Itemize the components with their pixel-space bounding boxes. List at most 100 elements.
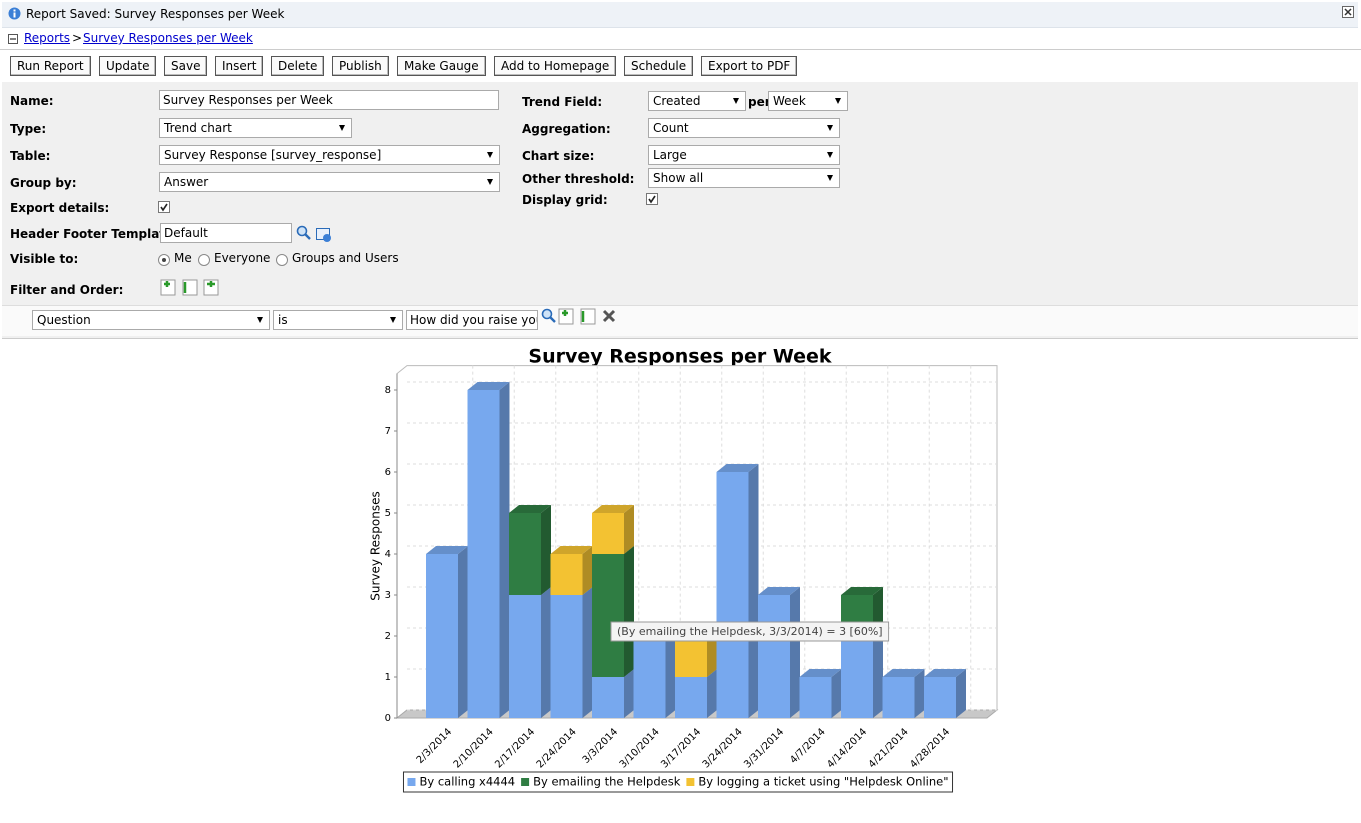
select[interactable]: Question: [32, 310, 270, 330]
bar-front: [841, 636, 873, 718]
filter-row-icons[interactable]: [540, 307, 620, 327]
radio-button[interactable]: [276, 254, 288, 266]
bar-front: [592, 677, 624, 718]
bar-top: [758, 587, 800, 595]
legend-swatch: [686, 778, 695, 786]
info-icon: [8, 7, 21, 20]
radio-label: Everyone: [214, 251, 271, 265]
bar-segment: [550, 587, 593, 718]
radio-button[interactable]: [198, 254, 210, 266]
select[interactable]: Trend chart: [159, 118, 352, 138]
bar-side: [541, 505, 551, 595]
y-tick-label: 2: [385, 631, 391, 642]
select[interactable]: Survey Response [survey_response]: [159, 145, 500, 165]
tooltip-text: (By emailing the Helpdesk, 3/3/2014) = 3…: [617, 625, 883, 638]
bar-side: [790, 587, 800, 718]
bar-segment: [716, 464, 759, 718]
field-label: Other threshold:: [522, 172, 635, 186]
toolbar-button[interactable]: Export to PDF: [701, 56, 798, 76]
bar-segment: [799, 669, 842, 718]
lookup-icons[interactable]: [296, 225, 336, 243]
legend-label: By emailing the Helpdesk: [533, 775, 681, 789]
bar-front: [924, 677, 956, 718]
toolbar-button[interactable]: Publish: [332, 56, 389, 76]
field-label: Export details:: [10, 201, 110, 215]
toolbar-button[interactable]: Make Gauge: [397, 56, 486, 76]
tooltip: (By emailing the Helpdesk, 3/3/2014) = 3…: [610, 621, 890, 642]
bar-top: [799, 669, 842, 677]
bar-front: [758, 595, 790, 718]
divider: [0, 49, 1361, 50]
bar-top: [882, 669, 925, 677]
field-label: Aggregation:: [522, 122, 611, 136]
bar-top: [426, 546, 468, 554]
select[interactable]: Created: [648, 91, 746, 111]
bar-side: [707, 669, 717, 718]
bar-front: [592, 513, 624, 554]
radio-button[interactable]: [158, 254, 170, 266]
legend: By calling x4444 By emailing the Helpdesk…: [402, 771, 954, 793]
filter-icons[interactable]: [160, 279, 220, 297]
legend-box: [402, 771, 954, 793]
select[interactable]: is: [273, 310, 403, 330]
select[interactable]: Count: [648, 118, 840, 138]
x-tick-label: 3/17/2014: [659, 726, 703, 770]
text-input[interactable]: Default: [160, 223, 292, 243]
checkbox[interactable]: [158, 201, 170, 213]
checkbox[interactable]: [646, 193, 658, 205]
x-tick-label: 4/28/2014: [908, 726, 952, 770]
field-label: Display grid:: [522, 193, 608, 207]
select[interactable]: Show all: [648, 168, 840, 188]
x-tick-label: 4/7/2014: [788, 726, 828, 766]
y-tick-label: 4: [385, 549, 391, 560]
text-input[interactable]: Survey Responses per Week: [159, 90, 499, 110]
bar-front: [675, 677, 707, 718]
bar-side: [624, 505, 634, 554]
toolbar-button[interactable]: Save: [164, 56, 208, 76]
toolbar-button[interactable]: Add to Homepage: [494, 56, 617, 76]
x-tick-label: 3/3/2014: [581, 726, 621, 766]
bar-side: [582, 587, 593, 718]
legend-label: By calling x4444: [419, 775, 515, 789]
bar-front: [716, 472, 749, 718]
bar-front: [675, 636, 707, 677]
notification-bar: Report Saved: Survey Responses per Week: [2, 2, 1358, 28]
toolbar-button[interactable]: Insert: [215, 56, 264, 76]
y-tick-label: 7: [385, 426, 391, 437]
collapse-icon[interactable]: [8, 34, 18, 44]
bar-side: [624, 546, 634, 677]
bar-top: [467, 382, 510, 390]
field-label: Visible to:: [10, 252, 79, 266]
bar-side: [873, 628, 883, 718]
toolbar-button[interactable]: Update: [99, 56, 157, 76]
bar-segment: [467, 382, 510, 718]
bar-front: [882, 677, 915, 718]
bar-front: [467, 390, 500, 718]
y-tick-label: 8: [385, 385, 391, 396]
select[interactable]: Week: [768, 91, 848, 111]
select[interactable]: Answer: [159, 172, 500, 192]
bar-front: [509, 595, 541, 718]
breadcrumb-link[interactable]: Reports: [24, 31, 71, 45]
y-axis-label: Survey Responses: [369, 491, 383, 600]
bar-segment: [509, 505, 551, 595]
bar-segment: [509, 587, 551, 718]
x-tick-label: 3/24/2014: [701, 726, 745, 770]
toolbar-button[interactable]: Run Report: [10, 56, 91, 76]
bar-front: [550, 554, 583, 595]
toolbar-button[interactable]: Schedule: [624, 56, 694, 76]
toolbar-button[interactable]: Delete: [271, 56, 325, 76]
bar-side: [665, 628, 676, 718]
close-button[interactable]: [1342, 6, 1354, 18]
bar-side: [831, 669, 842, 718]
field-label: Table:: [10, 149, 51, 163]
bar-side: [499, 382, 510, 718]
select[interactable]: Large: [648, 145, 840, 165]
x-tick-label: 3/10/2014: [618, 726, 662, 770]
y-tick-label: 5: [385, 508, 391, 519]
chart-title: Survey Responses per Week: [528, 346, 832, 368]
breadcrumb-link[interactable]: Survey Responses per Week: [83, 31, 253, 45]
bar-segment: [426, 546, 468, 718]
text-input[interactable]: How did you raise your: [406, 310, 538, 330]
x-tick-label: 2/10/2014: [452, 726, 496, 770]
